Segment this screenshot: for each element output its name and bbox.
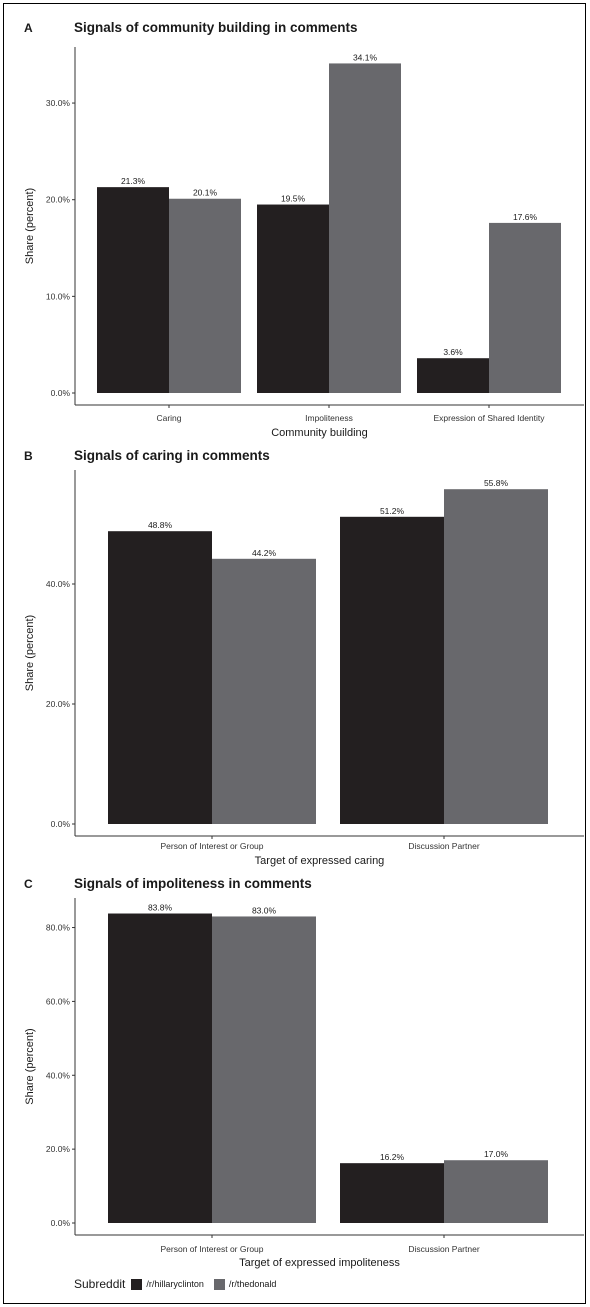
panel-a-bar-hillaryclinton xyxy=(417,358,489,393)
panel-c-bar-thedonald xyxy=(444,1160,548,1223)
panel-a-y-tick-label: 30.0% xyxy=(46,98,71,108)
panel-a-y-tick-label: 0.0% xyxy=(51,388,71,398)
panel-b-x-tick-label: Person of Interest or Group xyxy=(161,841,264,851)
panel-b-letter: B xyxy=(24,449,33,463)
legend-title: Subreddit xyxy=(74,1277,126,1291)
panel-c-x-axis-title: Target of expressed impoliteness xyxy=(239,1257,400,1269)
panel-c-bar-thedonald xyxy=(212,916,316,1223)
panel-b-bar-thedonald xyxy=(444,489,548,824)
panel-a-y-tick-label: 20.0% xyxy=(46,195,71,205)
legend-swatch-thedonald xyxy=(213,1278,225,1290)
panel-b-y-tick-label: 0.0% xyxy=(51,819,71,829)
panel-b-y-axis-title: Share (percent) xyxy=(24,615,36,691)
panel-c-bar-hillaryclinton xyxy=(108,913,212,1223)
panel-b: B Signals of caring in comments 0.0% 20.0… xyxy=(24,448,584,867)
panel-a-data-label: 34.1% xyxy=(353,52,378,62)
panel-c-y-tick-label: 60.0% xyxy=(46,996,71,1006)
panel-b-data-label: 44.2% xyxy=(252,548,277,558)
panel-b-data-label: 51.2% xyxy=(380,506,405,516)
panel-b-y-tick-label: 40.0% xyxy=(46,579,71,589)
panel-c-letter: C xyxy=(24,877,33,891)
panel-c-data-label: 83.0% xyxy=(252,905,277,915)
panel-a-bar-thedonald xyxy=(489,222,561,393)
panel-b-bar-hillaryclinton xyxy=(108,531,212,824)
panel-c-title: Signals of impoliteness in comments xyxy=(74,876,312,891)
panel-a-letter: A xyxy=(24,21,33,35)
panel-a-title: Signals of community building in comment… xyxy=(74,20,358,35)
panel-c-chart: 0.0% 20.0% 40.0% 60.0% 80.0% Share (percent) 8… xyxy=(24,898,584,1269)
panel-c-data-label: 17.0% xyxy=(484,1149,509,1159)
panel-c-data-label: 83.8% xyxy=(148,903,173,913)
legend-label-hillaryclinton: /r/hillaryclinton xyxy=(146,1279,204,1289)
panel-b-data-label: 48.8% xyxy=(148,520,173,530)
panel-a-bar-hillaryclinton xyxy=(97,187,169,393)
panel-a-y-axis-title: Share (percent) xyxy=(24,188,36,264)
panel-b-bar-hillaryclinton xyxy=(340,516,444,824)
panel-a-y-tick-label: 10.0% xyxy=(46,291,71,301)
panel-c-y-tick-label: 80.0% xyxy=(46,923,71,933)
panel-b-title: Signals of caring in comments xyxy=(74,448,270,463)
panel-c-y-tick-label: 20.0% xyxy=(46,1144,71,1154)
panel-a-x-tick-label: Impoliteness xyxy=(305,413,353,423)
panel-a-data-label: 19.5% xyxy=(281,194,306,204)
panel-c-bar-hillaryclinton xyxy=(340,1163,444,1223)
panel-a-data-label: 3.6% xyxy=(443,347,463,357)
panel-c-y-tick-label: 40.0% xyxy=(46,1070,71,1080)
panel-b-bar-thedonald xyxy=(212,558,316,824)
panel-a-chart: 0.0% 10.0% 20.0% 30.0% Share (percent) 21.3% 2… xyxy=(24,47,584,439)
panel-a: A Signals of community building in comme… xyxy=(0,0,590,440)
panel-c-data-label: 16.2% xyxy=(380,1152,405,1162)
legend: Subreddit /r/hillaryclinton /r/thedonald xyxy=(74,1277,286,1291)
panel-c-y-axis-title: Share (percent) xyxy=(24,1028,36,1104)
panel-c: C Signals of impoliteness in comments 0.… xyxy=(24,876,584,1269)
panel-a-bar-thedonald xyxy=(329,63,401,393)
panel-a-x-axis-title: Community building xyxy=(271,427,368,439)
legend-swatch-hillaryclinton xyxy=(131,1278,143,1290)
panel-c-y-tick-label: 0.0% xyxy=(51,1218,71,1228)
figure-border xyxy=(3,3,586,1304)
panel-a-data-label: 21.3% xyxy=(121,176,146,186)
panel-b-y-tick-label: 20.0% xyxy=(46,699,71,709)
panel-a-data-label: 17.6% xyxy=(513,212,538,222)
panel-b-x-tick-label: Discussion Partner xyxy=(408,841,480,851)
panel-a-x-tick-label: Caring xyxy=(156,413,181,423)
panel-b-data-label: 55.8% xyxy=(484,478,509,488)
panel-b-x-axis-title: Target of expressed caring xyxy=(255,855,385,867)
legend-label-thedonald: /r/thedonald xyxy=(228,1279,277,1289)
panel-c-x-tick-label: Discussion Partner xyxy=(408,1244,480,1254)
panel-a-x-tick-label: Expression of Shared Identity xyxy=(433,413,545,423)
panel-c-x-tick-label: Person of Interest or Group xyxy=(161,1244,264,1254)
panel-a-bar-hillaryclinton xyxy=(257,204,329,393)
panel-a-data-label: 20.1% xyxy=(193,188,218,198)
panel-b-chart: 0.0% 20.0% 40.0% Share (percent) 48.8% 44.2% P… xyxy=(24,470,584,867)
panel-a-bar-thedonald xyxy=(169,198,241,393)
